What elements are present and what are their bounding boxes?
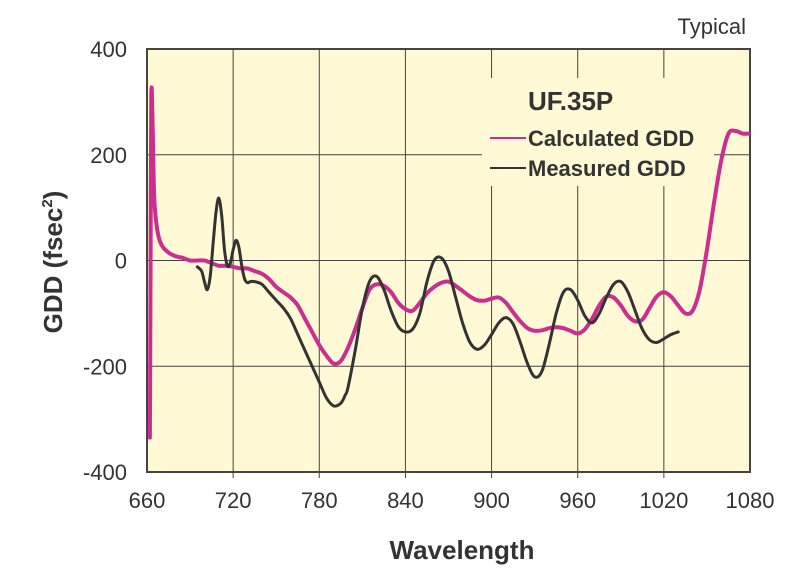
y-tick-label--400: -400	[83, 460, 127, 485]
x-tick-label-1020: 1020	[639, 488, 688, 513]
legend: UF.35P Calculated GDD Measured GDD	[490, 86, 694, 181]
x-tick-label-960: 960	[559, 488, 596, 513]
x-tick-label-780: 780	[301, 488, 338, 513]
legend-label-measured: Measured GDD	[528, 156, 686, 181]
x-axis-title: Wavelength	[390, 535, 535, 565]
y-tick-label--200: -200	[83, 354, 127, 379]
plot-frame	[146, 48, 751, 473]
x-tick-label-840: 840	[387, 488, 424, 513]
y-tick-label-0: 0	[115, 249, 127, 274]
series-line-measured-gdd	[195, 196, 680, 408]
y-axis-title-close: )	[38, 191, 68, 200]
typical-note: Typical	[678, 14, 746, 39]
y-tick-label-400: 400	[90, 37, 127, 62]
y-tick-label-200: 200	[90, 143, 127, 168]
legend-title: UF.35P	[528, 86, 613, 116]
x-tick-label-900: 900	[473, 488, 510, 513]
legend-label-calculated: Calculated GDD	[528, 126, 694, 151]
x-tick-label-1080: 1080	[726, 488, 775, 513]
series-line-calculated-gdd	[147, 85, 751, 440]
series-layer	[147, 85, 751, 440]
y-axis-title-superscript: 2	[39, 199, 56, 207]
x-tick-label-660: 660	[129, 488, 166, 513]
y-tick-labels: -400 -200 0 200 400	[83, 37, 127, 485]
y-axis-title-main: GDD (fsec	[38, 208, 68, 334]
y-axis-title: GDD (fsec2)	[38, 191, 68, 334]
x-tick-label-720: 720	[215, 488, 252, 513]
x-tick-labels: 660 720 780 840 900 960 1020 1080	[129, 488, 775, 513]
